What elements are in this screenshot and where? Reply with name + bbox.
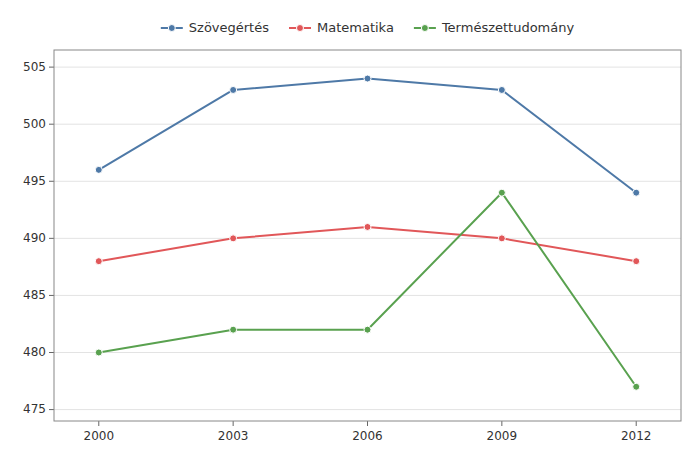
series-marker [498, 189, 505, 196]
y-tick [49, 238, 54, 239]
grid-line [54, 181, 681, 182]
series-line [99, 79, 636, 193]
y-tick-label: 485 [23, 288, 46, 302]
x-tick [367, 421, 368, 426]
x-tick [636, 421, 637, 426]
legend-item: Természettudomány [414, 20, 575, 35]
y-tick-label: 475 [23, 402, 46, 416]
x-tick-label: 2000 [84, 429, 115, 443]
grid-line [54, 409, 681, 410]
y-tick [49, 67, 54, 68]
page: {"chart_data": {"type": "line", "x": [20… [0, 0, 699, 455]
y-tick [49, 181, 54, 182]
grid-line [54, 295, 681, 296]
chart: 475 480 485 490 495 500 505 2000 2003 2006 2009 201… [0, 0, 699, 455]
series-marker [498, 235, 505, 242]
legend-marker [421, 25, 428, 32]
y-tick [49, 352, 54, 353]
y-tick-label: 500 [23, 117, 46, 131]
legend-label: Szövegértés [189, 20, 269, 35]
legend-marker [296, 25, 303, 32]
series-marker [364, 326, 371, 333]
series-line [99, 227, 636, 261]
series-marker [230, 86, 237, 93]
y-tick-label: 490 [23, 231, 46, 245]
y-tick-label: 505 [23, 60, 46, 74]
y-tick-label: 480 [23, 345, 46, 359]
plot-frame [54, 50, 681, 421]
plot-area [54, 50, 681, 421]
grid-line [54, 238, 681, 239]
series-marker [364, 223, 371, 230]
y-tick [49, 295, 54, 296]
x-tick-label: 2006 [352, 429, 383, 443]
x-tick [98, 421, 99, 426]
series-marker [95, 166, 102, 173]
series-marker [230, 235, 237, 242]
legend-item: Szövegértés [161, 20, 269, 35]
series-line [99, 193, 636, 387]
series-marker [633, 189, 640, 196]
axes: 475 480 485 490 495 500 505 2000 2003 2006 2009 201… [23, 60, 681, 443]
y-tick [49, 409, 54, 410]
grid-line [54, 352, 681, 353]
legend-item: Matematika [289, 20, 394, 35]
legend: Szövegértés Matematika Természettudomány [161, 20, 575, 35]
series-marker [364, 75, 371, 82]
legend-marker [168, 25, 175, 32]
x-tick-label: 2003 [218, 429, 249, 443]
data [95, 75, 639, 390]
legend-label: Matematika [317, 20, 394, 35]
y-tick-label: 495 [23, 174, 46, 188]
grid-line [54, 67, 681, 68]
series-marker [95, 258, 102, 265]
x-tick-label: 2009 [487, 429, 518, 443]
x-tick [501, 421, 502, 426]
y-tick [49, 124, 54, 125]
series-marker [95, 349, 102, 356]
series-marker [633, 383, 640, 390]
series-marker [633, 258, 640, 265]
x-tick [233, 421, 234, 426]
legend-label: Természettudomány [441, 20, 575, 35]
series-marker [230, 326, 237, 333]
series-marker [498, 86, 505, 93]
x-tick-label: 2012 [621, 429, 652, 443]
grid-line [54, 124, 681, 125]
